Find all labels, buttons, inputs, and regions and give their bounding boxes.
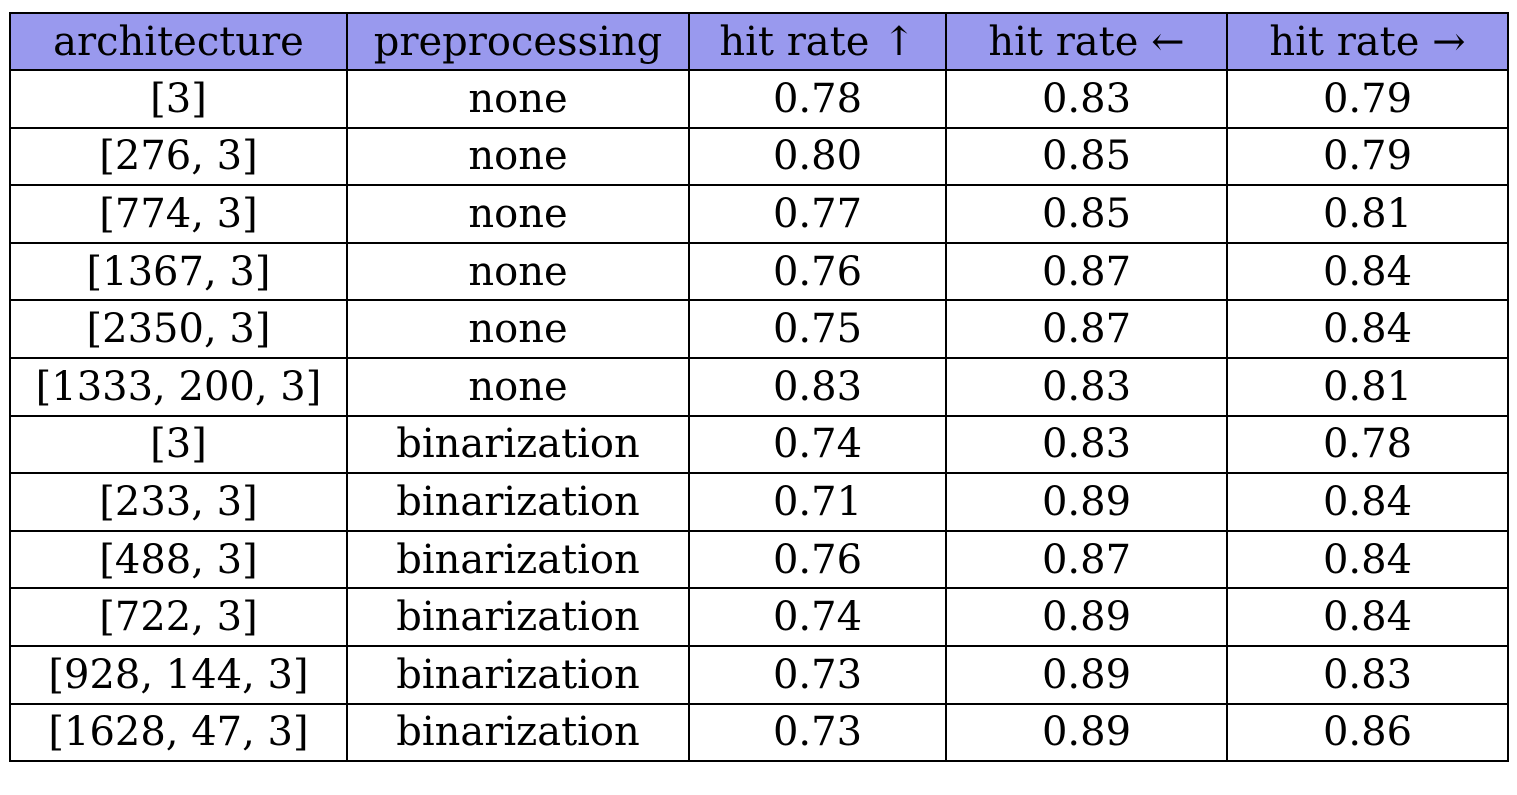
cell-hit-rate-left: 0.85 (945, 126, 1228, 187)
cell-hit-rate-up: 0.83 (688, 356, 947, 417)
cell-architecture: [488, 3] (9, 529, 348, 590)
cell-preprocessing: binarization (346, 414, 690, 475)
cell-hit-rate-left: 0.89 (945, 587, 1228, 647)
cell-hit-rate-right: 0.84 (1226, 587, 1509, 647)
table-row: [928, 144, 3] binarization 0.73 0.89 0.8… (9, 644, 1509, 705)
cell-hit-rate-right: 0.79 (1226, 126, 1509, 187)
cell-preprocessing: binarization (346, 587, 690, 647)
cell-hit-rate-left: 0.87 (945, 241, 1228, 302)
table-row: [1628, 47, 3] binarization 0.73 0.89 0.8… (9, 702, 1509, 763)
cell-hit-rate-up: 0.71 (688, 472, 947, 532)
cell-hit-rate-left: 0.87 (945, 299, 1228, 359)
table-row: [488, 3] binarization 0.76 0.87 0.84 (9, 529, 1509, 590)
table-row: [276, 3] none 0.80 0.85 0.79 (9, 126, 1509, 187)
table-row: [233, 3] binarization 0.71 0.89 0.84 (9, 472, 1509, 532)
cell-preprocessing: binarization (346, 529, 690, 590)
cell-hit-rate-up: 0.80 (688, 126, 947, 187)
cell-hit-rate-right: 0.83 (1226, 644, 1509, 705)
cell-architecture: [233, 3] (9, 472, 348, 532)
table-row: [774, 3] none 0.77 0.85 0.81 (9, 184, 1509, 244)
table-row: [3] binarization 0.74 0.83 0.78 (9, 414, 1509, 475)
cell-hit-rate-right: 0.86 (1226, 702, 1509, 763)
header-hit-rate-up: hit rate ↑ (688, 12, 947, 71)
header-hit-rate-right: hit rate → (1226, 12, 1509, 71)
header-architecture: architecture (9, 12, 348, 71)
cell-architecture: [774, 3] (9, 184, 348, 244)
cell-architecture: [928, 144, 3] (9, 644, 348, 705)
cell-hit-rate-right: 0.79 (1226, 69, 1509, 129)
cell-architecture: [1333, 200, 3] (9, 356, 348, 417)
cell-hit-rate-up: 0.73 (688, 644, 947, 705)
cell-preprocessing: none (346, 126, 690, 187)
cell-hit-rate-up: 0.74 (688, 414, 947, 475)
cell-hit-rate-left: 0.89 (945, 472, 1228, 532)
cell-hit-rate-right: 0.84 (1226, 299, 1509, 359)
cell-hit-rate-left: 0.87 (945, 529, 1228, 590)
table-row: [2350, 3] none 0.75 0.87 0.84 (9, 299, 1509, 359)
cell-hit-rate-up: 0.75 (688, 299, 947, 359)
table-body: [3] none 0.78 0.83 0.79 [276, 3] none 0.… (9, 69, 1509, 763)
cell-preprocessing: none (346, 241, 690, 302)
cell-hit-rate-right: 0.78 (1226, 414, 1509, 475)
cell-preprocessing: none (346, 356, 690, 417)
cell-hit-rate-right: 0.81 (1226, 184, 1509, 244)
cell-hit-rate-up: 0.73 (688, 702, 947, 763)
header-hit-rate-left: hit rate ← (945, 12, 1228, 71)
cell-preprocessing: binarization (346, 644, 690, 705)
cell-hit-rate-left: 0.89 (945, 644, 1228, 705)
header-row: architecture preprocessing hit rate ↑ hi… (9, 12, 1509, 71)
cell-hit-rate-up: 0.76 (688, 529, 947, 590)
cell-hit-rate-right: 0.84 (1226, 529, 1509, 590)
table-row: [1367, 3] none 0.76 0.87 0.84 (9, 241, 1509, 302)
cell-hit-rate-right: 0.81 (1226, 356, 1509, 417)
table-row: [1333, 200, 3] none 0.83 0.83 0.81 (9, 356, 1509, 417)
cell-architecture: [1367, 3] (9, 241, 348, 302)
cell-preprocessing: none (346, 299, 690, 359)
cell-architecture: [1628, 47, 3] (9, 702, 348, 763)
cell-hit-rate-left: 0.83 (945, 356, 1228, 417)
cell-hit-rate-up: 0.74 (688, 587, 947, 647)
cell-architecture: [3] (9, 69, 348, 129)
cell-preprocessing: none (346, 184, 690, 244)
cell-hit-rate-up: 0.77 (688, 184, 947, 244)
cell-preprocessing: binarization (346, 472, 690, 532)
cell-architecture: [722, 3] (9, 587, 348, 647)
cell-preprocessing: binarization (346, 702, 690, 763)
table-row: [722, 3] binarization 0.74 0.89 0.84 (9, 587, 1509, 647)
cell-hit-rate-left: 0.89 (945, 702, 1228, 763)
cell-hit-rate-up: 0.76 (688, 241, 947, 302)
table-row: [3] none 0.78 0.83 0.79 (9, 69, 1509, 129)
cell-hit-rate-left: 0.85 (945, 184, 1228, 244)
results-table: architecture preprocessing hit rate ↑ hi… (9, 12, 1509, 763)
header-preprocessing: preprocessing (346, 12, 690, 71)
cell-hit-rate-left: 0.83 (945, 414, 1228, 475)
cell-hit-rate-right: 0.84 (1226, 472, 1509, 532)
cell-architecture: [276, 3] (9, 126, 348, 187)
cell-architecture: [2350, 3] (9, 299, 348, 359)
table-header: architecture preprocessing hit rate ↑ hi… (9, 12, 1509, 71)
cell-hit-rate-right: 0.84 (1226, 241, 1509, 302)
cell-architecture: [3] (9, 414, 348, 475)
cell-preprocessing: none (346, 69, 690, 129)
cell-hit-rate-left: 0.83 (945, 69, 1228, 129)
cell-hit-rate-up: 0.78 (688, 69, 947, 129)
